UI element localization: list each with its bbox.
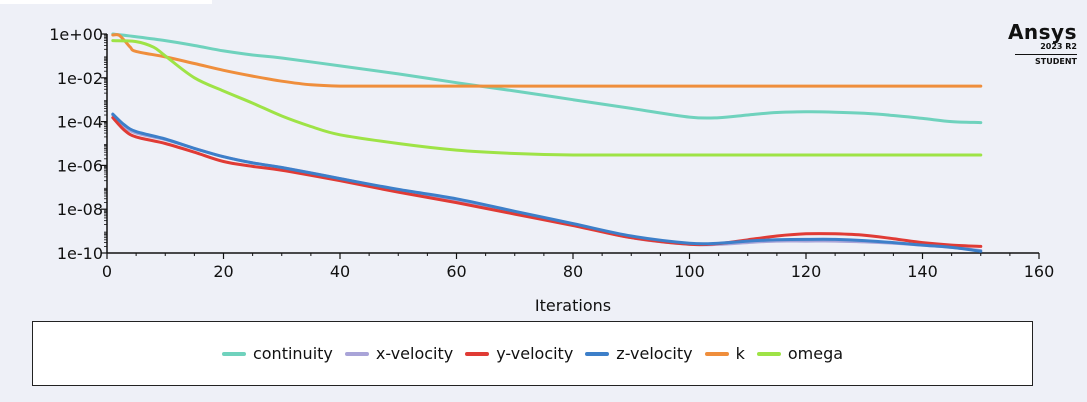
logo-divider	[1015, 54, 1077, 55]
legend-item-x-velocity: x-velocity	[344, 344, 454, 363]
legend-item-y-velocity: y-velocity	[465, 344, 573, 363]
x-tick-label: 0	[102, 262, 112, 281]
chart-series	[111, 32, 983, 253]
legend-label: x-velocity	[375, 344, 454, 363]
chart-legend: continuity x-velocity y-velocity z-velocity…	[32, 321, 1033, 386]
legend-label: y-velocity	[496, 344, 574, 363]
y-tick-label: 1e-10	[57, 244, 103, 263]
y-tick-label: 1e-04	[57, 113, 103, 132]
legend-label: omega	[787, 344, 844, 363]
x-tick-label: 80	[563, 262, 583, 281]
x-tick-label: 100	[674, 262, 705, 281]
series-line-z-velocity	[111, 112, 983, 253]
y-tick-label: 1e+00	[49, 25, 103, 44]
series-line-k	[111, 33, 983, 88]
x-tick-label: 140	[907, 262, 938, 281]
x-axis-title: Iterations	[535, 296, 611, 315]
legend-swatch	[465, 351, 490, 356]
x-tick-label: 20	[213, 262, 233, 281]
x-tick-label: 40	[330, 262, 350, 281]
series-line-omega	[111, 39, 983, 157]
legend-label: k	[735, 344, 745, 363]
legend-item-z-velocity: z-velocity	[585, 344, 693, 363]
logo-edition: STUDENT	[1035, 57, 1077, 66]
legend-swatch	[221, 351, 246, 356]
y-tick-label: 1e-06	[57, 156, 103, 175]
y-tick-label: 1e-02	[57, 69, 103, 88]
series-line-y-velocity	[111, 116, 983, 248]
logo-brand-name: Ansys	[1007, 20, 1077, 44]
top-edge-bar	[0, 0, 212, 4]
x-tick-label: 60	[446, 262, 466, 281]
x-tick-label: 160	[1024, 262, 1055, 281]
legend-swatch	[756, 351, 781, 356]
legend-swatch	[704, 351, 729, 356]
series-line-continuity	[111, 32, 983, 125]
x-tick-label: 120	[791, 262, 822, 281]
y-tick-label: 1e-08	[57, 200, 103, 219]
legend-item-omega: omega	[756, 344, 844, 363]
residuals-chart: 0 20 40 60 80 100 120 140 160 1e+00 1e-02 1e-04 1e-0…	[49, 25, 1054, 315]
logo-version: 2023 R2	[1040, 42, 1077, 51]
series-line-x-velocity	[111, 113, 983, 252]
chart-axes: 0 20 40 60 80 100 120 140 160 1e+00 1e-02 1e-04 1e-0…	[49, 25, 1054, 281]
ansys-logo: Ansys 2023 R2 STUDENT	[1007, 22, 1077, 67]
legend-item-continuity: continuity	[221, 344, 333, 363]
legend-label: z-velocity	[616, 344, 693, 363]
legend-swatch	[585, 351, 610, 356]
legend-swatch	[344, 351, 369, 356]
legend-label: continuity	[252, 344, 333, 363]
legend-item-k: k	[704, 344, 745, 363]
